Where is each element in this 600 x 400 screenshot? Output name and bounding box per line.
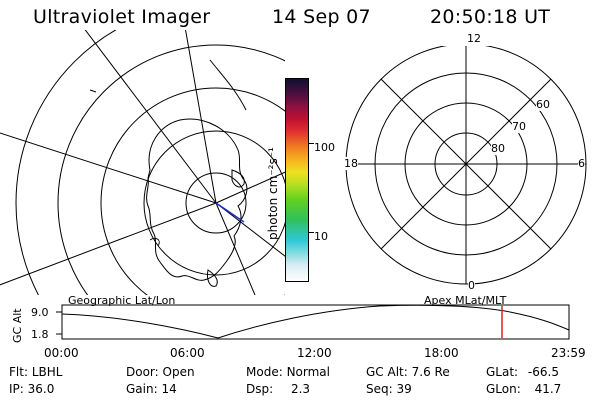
colorbar-tick — [308, 143, 314, 144]
coastline — [89, 89, 97, 93]
status-door: Door: Open — [126, 365, 195, 379]
geographic-caption: Geographic Lat/Lon — [68, 294, 176, 307]
meridian-line — [185, 30, 217, 204]
status-gain: Gain: 14 — [126, 382, 177, 396]
lat-circle — [15, 30, 117, 295]
satellite-track — [215, 202, 245, 223]
lat-circle — [57, 44, 285, 295]
mlt-label-6: 6 — [578, 157, 585, 170]
coastline — [207, 269, 218, 287]
time-tick: 06:00 — [170, 346, 205, 360]
timeline-frame — [61, 304, 570, 340]
status-gc-alt: GC Alt: 7.6 Re — [366, 365, 450, 379]
status-filter: Flt: LBHL — [9, 365, 63, 379]
meridian-line — [215, 171, 285, 204]
colorbar-unit-label: photon cm⁻²s⁻¹ — [266, 147, 280, 240]
time-tick: 00:00 — [44, 346, 79, 360]
coastline — [149, 237, 160, 247]
coastline — [209, 59, 247, 111]
meridian-line — [84, 30, 217, 204]
status-dsp: Dsp: 2.3 — [246, 382, 311, 396]
lat-label-70: 70 — [512, 120, 526, 133]
colorbar-tick-label: 10 — [314, 230, 328, 243]
status-seq: Seq: 39 — [366, 382, 412, 396]
geographic-map — [0, 30, 285, 295]
time-label: 20:50:18 UT — [430, 6, 551, 28]
status-ip: IP: 36.0 — [9, 382, 55, 396]
polar-axis — [380, 78, 552, 250]
timeline-ymin: 1.8 — [31, 328, 49, 341]
coastline — [146, 118, 248, 281]
coastline — [231, 169, 245, 188]
colorbar-tick — [308, 232, 314, 233]
color-scale-bar — [285, 78, 309, 282]
time-tick: 12:00 — [297, 346, 332, 360]
lat-circle — [100, 87, 285, 295]
altitude-timeline — [56, 304, 570, 340]
meridian-line — [0, 132, 217, 204]
mlt-label-12: 12 — [466, 32, 482, 45]
altitude-curve — [61, 304, 570, 339]
lat-label-80: 80 — [491, 142, 505, 155]
mlt-label-0: 0 — [468, 279, 475, 292]
lat-label-60: 60 — [536, 98, 550, 111]
status-glon: GLon: 41.7 — [486, 382, 562, 396]
date-label: 14 Sep 07 — [272, 6, 371, 28]
meridian-line — [215, 202, 285, 257]
meridian-line — [0, 202, 217, 286]
timeline-ymax: 9.0 — [31, 306, 49, 319]
colorbar-tick-label: 100 — [314, 141, 335, 154]
apex-caption: Apex MLat/MLT — [424, 294, 507, 307]
lat-circle — [185, 172, 247, 234]
lat-circle — [143, 130, 285, 276]
status-glat: GLat: -66.5 — [486, 365, 559, 379]
time-tick: 23:59 — [551, 346, 586, 360]
instrument-title: Ultraviolet Imager — [33, 6, 211, 28]
status-mode: Mode: Normal — [246, 365, 330, 379]
time-tick: 18:00 — [424, 346, 459, 360]
meridian-line — [215, 202, 256, 295]
mlt-label-18: 18 — [344, 157, 358, 170]
polar-plot — [345, 46, 587, 285]
